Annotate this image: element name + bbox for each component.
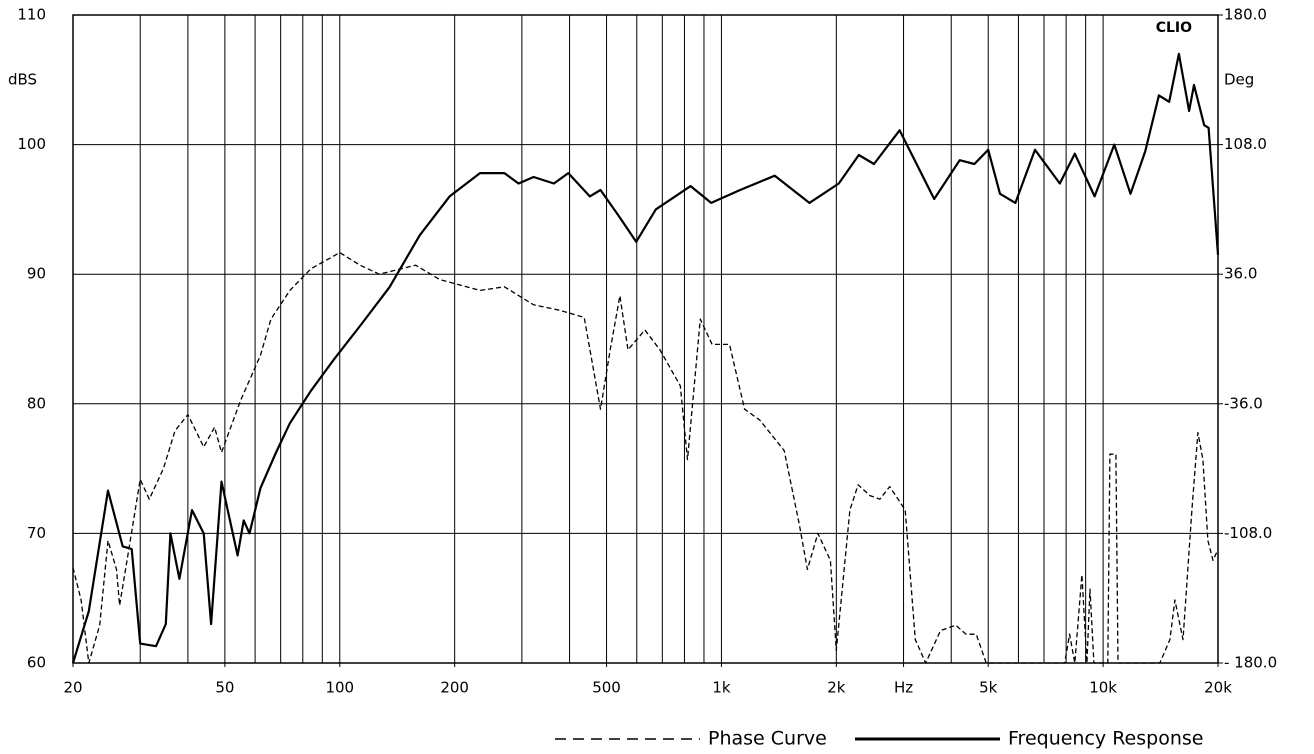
x-tick-label: 10k [1089,679,1117,697]
annotation: CLIO [1156,20,1192,36]
y-tick-label: 110 [17,6,46,24]
y2-tick-label: -108.0 [1224,524,1272,542]
x-tick-label: 20k [1204,679,1232,697]
x-tick-label: 20 [63,679,82,697]
y-tick-label: 100 [17,135,46,153]
y-tick-label: 80 [27,394,46,412]
x-tick-label: 200 [440,679,469,697]
y-tick-label: 60 [27,654,46,672]
y2-tick-label: 180.0 [1224,6,1267,24]
x-tick-label: Hz [894,679,913,697]
y2-tick-label: -36.0 [1224,394,1263,412]
y2-tick-label: 36.0 [1224,265,1257,283]
y2-axis-label: Deg [1224,71,1254,89]
y-axis-label: dBS [8,71,37,89]
x-tick-label: 1k [712,679,731,697]
x-tick-label: 50 [215,679,234,697]
y-tick-label: 90 [27,265,46,283]
series-line [72,251,1219,664]
y2-tick-label: - 180.0 [1224,654,1277,672]
legend-label: Phase Curve [708,728,827,750]
plot-frame [72,14,1219,664]
x-tick-label: 100 [325,679,354,697]
x-tick-label: 500 [592,679,621,697]
x-tick-label: 2k [827,679,846,697]
legend-label: Frequency Response [1008,728,1203,750]
series-line [71,52,1220,664]
x-tick-label: 5k [979,679,998,697]
y-tick-label: 70 [27,524,46,542]
y2-tick-label: 108.0 [1224,135,1267,153]
